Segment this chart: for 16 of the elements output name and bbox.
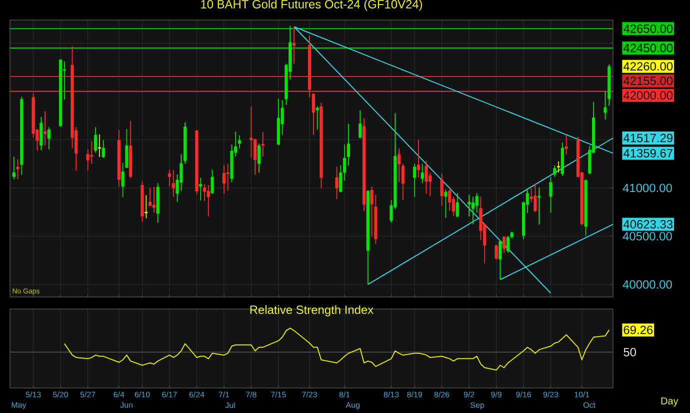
ref-line-label: 42650.00 — [623, 24, 673, 33]
chart-title: Relative Strength Index — [250, 305, 374, 316]
data-label: 40623.33 — [623, 220, 673, 229]
ref-line-label: 42000.00 — [623, 91, 673, 100]
y-tick-label: 40000.00 — [622, 280, 672, 289]
x-axis-title: Day — [661, 398, 678, 406]
y-tick-label: 40500.00 — [622, 232, 672, 240]
data-label: 41517.29 — [623, 134, 672, 142]
data-label: 41359.67 — [623, 148, 672, 158]
ref-line-label: 42155.00 — [623, 76, 673, 86]
annotation: 69.26 — [624, 326, 653, 334]
ref-line-label: 42450.00 — [623, 44, 673, 52]
text: 42260.00 — [623, 62, 673, 71]
text: 50 — [624, 348, 636, 356]
y-tick-label: 41000.00 — [622, 184, 672, 192]
chart-title: 10 BAHT Gold Futures Oct-24 (GF10V24) — [201, 0, 422, 11]
